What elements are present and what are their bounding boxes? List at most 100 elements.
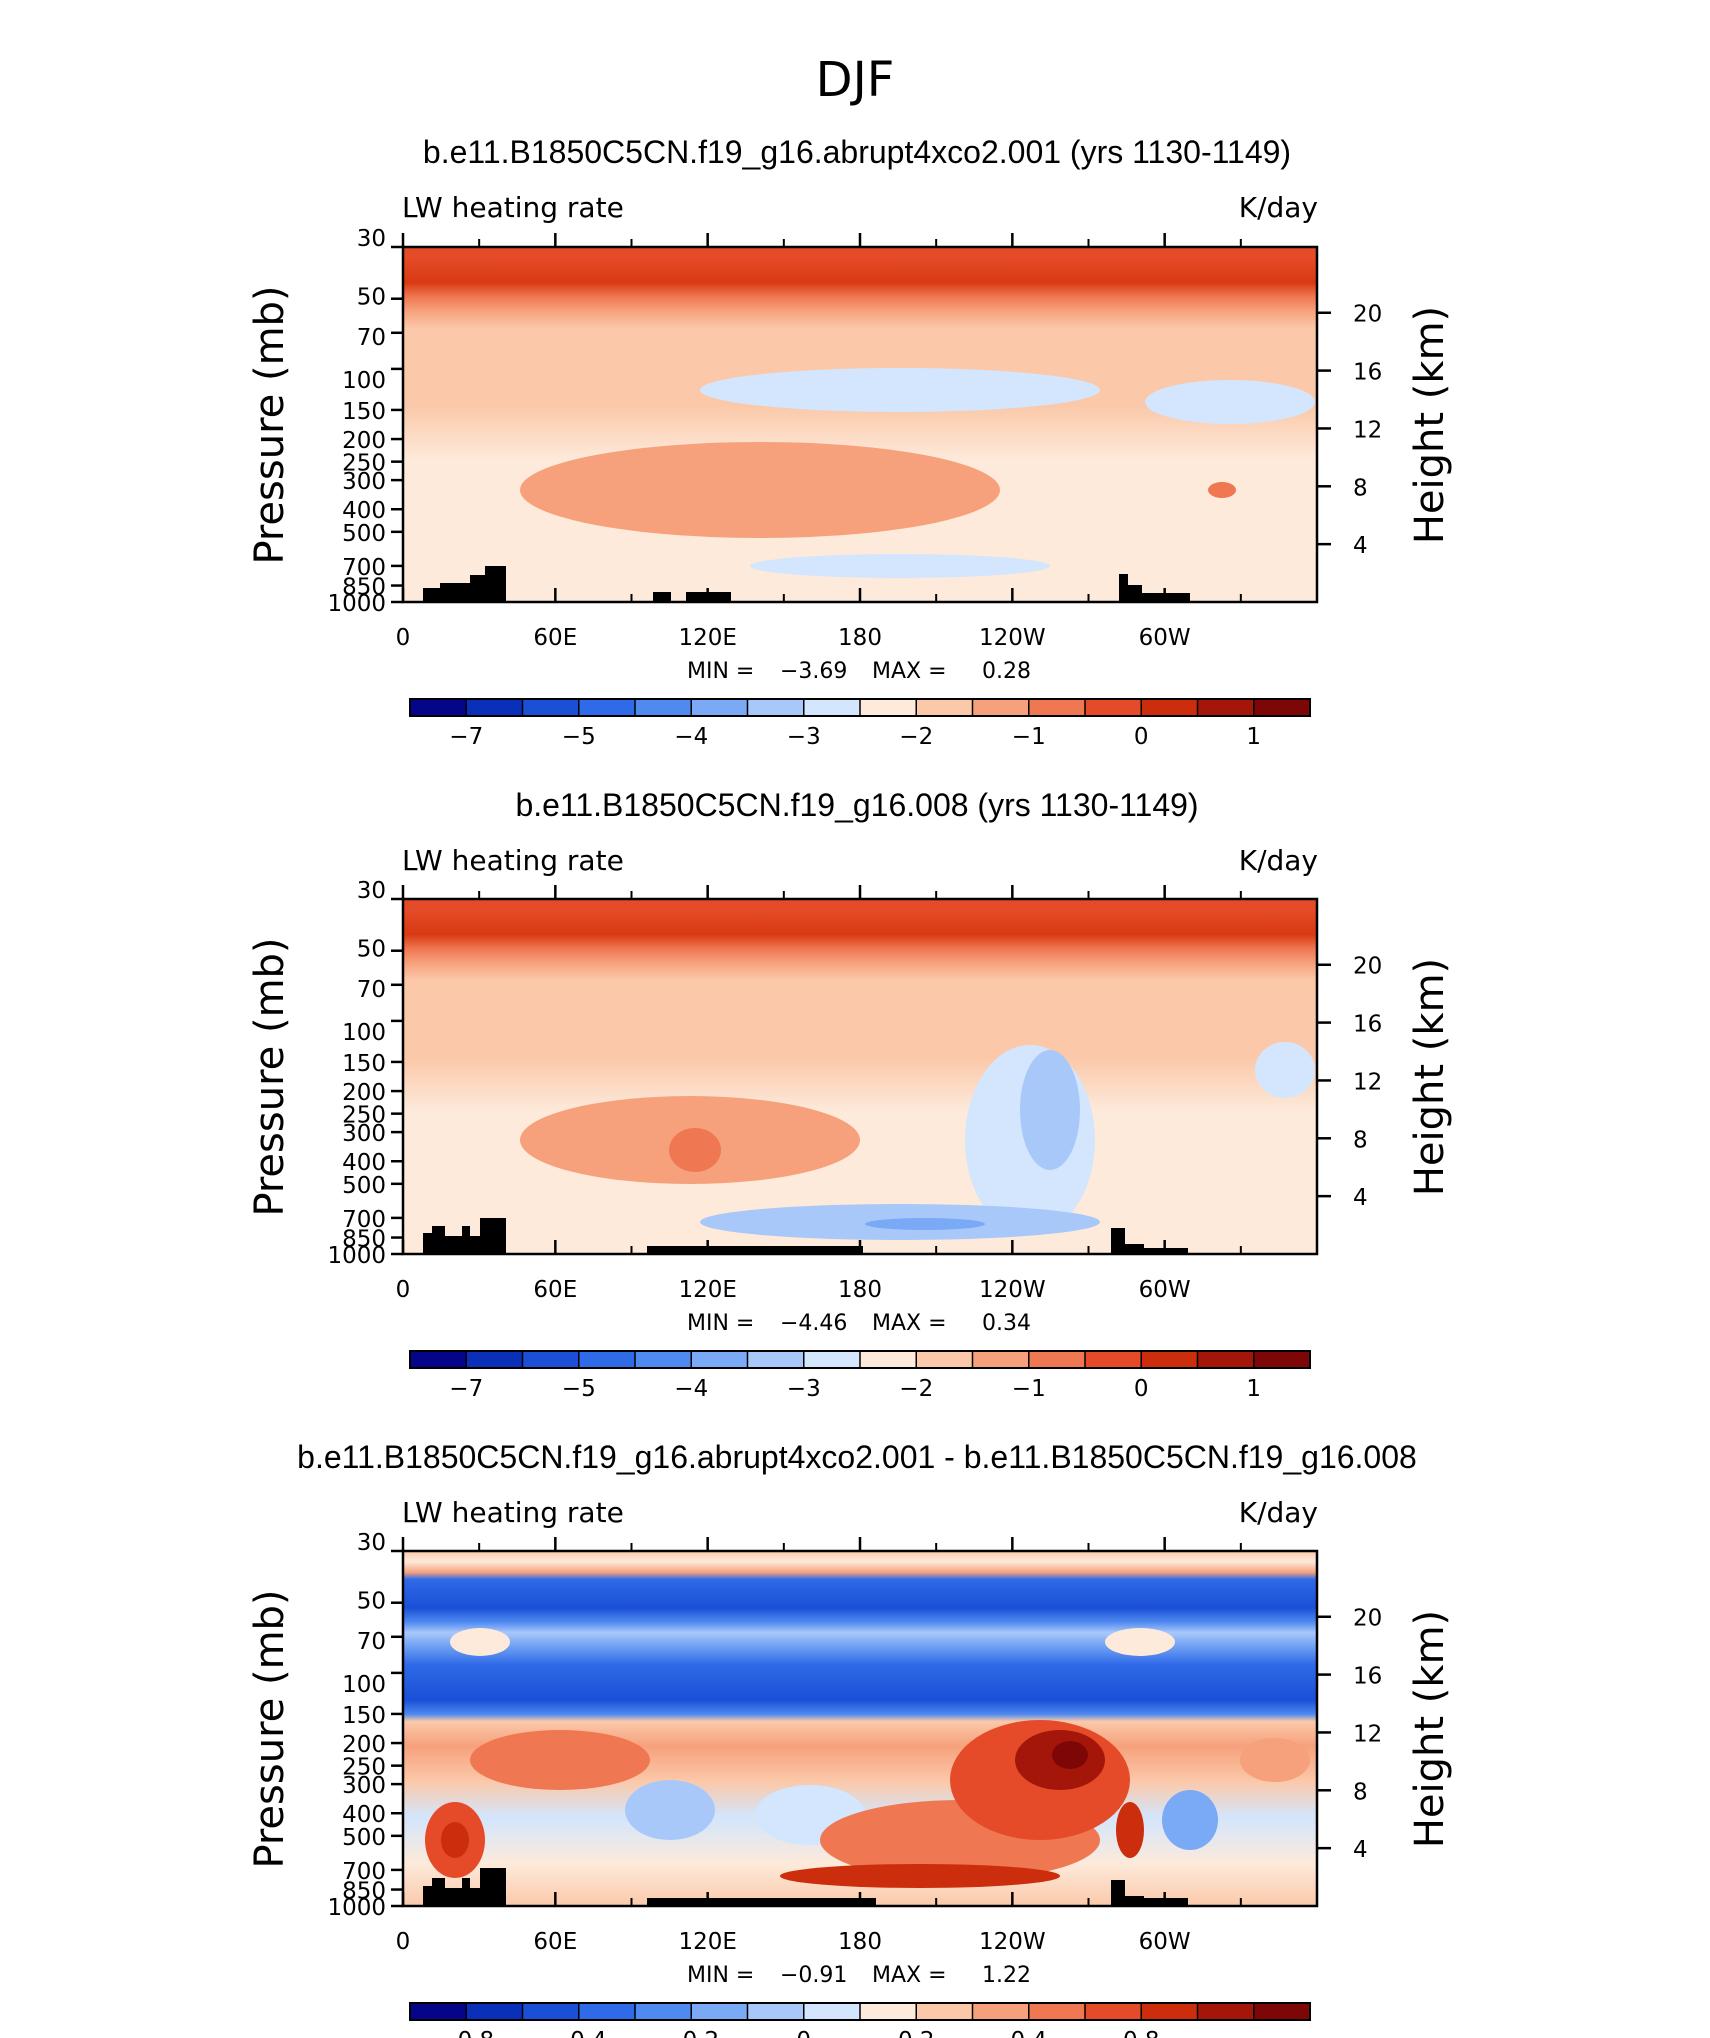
pressure-tick-label: 100 (342, 1672, 386, 1698)
colorbar-label: −1 (1012, 1376, 1046, 1402)
pressure-tick-label: 100 (342, 1020, 386, 1046)
pressure-tick-label: 700 (342, 555, 386, 581)
pressure-tick-label: 100 (342, 368, 386, 394)
pressure-tick-label: 200 (342, 428, 386, 454)
far-east-warm (1240, 1738, 1310, 1782)
colorbar-swatch (972, 2003, 1030, 2020)
pressure-tick-label: 300 (342, 469, 386, 495)
x-tick-label: 180 (838, 1277, 882, 1303)
variable-label: LW heating rate (402, 1496, 624, 1529)
colorbar-swatch (916, 2003, 973, 2020)
colorbar-swatch (747, 699, 805, 716)
west-hot-core (441, 1822, 469, 1858)
colorbar-swatch (1141, 1351, 1198, 1368)
colorbar-swatch (691, 2003, 748, 2020)
topography (423, 1868, 1188, 1906)
colorbar-swatch (522, 699, 580, 716)
colorbar-label: −7 (449, 1376, 483, 1402)
panel-control-008: b.e11.B1850C5CN.f19_g16.008 (yrs 1130-11… (247, 787, 1453, 1402)
colorbar-swatch (803, 2003, 861, 2020)
colorbar-swatch (1085, 2003, 1142, 2020)
colorbar: −7 −5 −4 −3 −2 −1 0 1 (409, 698, 1311, 750)
panel-abrupt4xco2: b.e11.B1850C5CN.f19_g16.abrupt4xco2.001 … (247, 134, 1453, 750)
colorbar-swatch (522, 2003, 580, 2020)
colorbar-label: 0.2 (898, 2028, 935, 2038)
height-tick-label: 4 (1353, 1185, 1368, 1211)
pressure-tick-label: 30 (357, 1530, 386, 1556)
colorbar-swatch (635, 1351, 692, 1368)
x-tick-label: 120E (678, 1929, 736, 1955)
colorbar-swatch (410, 699, 467, 716)
colorbar-label: 0 (796, 2028, 811, 2038)
colorbar-swatch (1141, 699, 1198, 716)
height-tick-label: 20 (1353, 954, 1382, 980)
colorbar-swatch (691, 699, 748, 716)
colorbar-swatch (1028, 2003, 1086, 2020)
x-tick-label: 120W (979, 1929, 1046, 1955)
east-max-core (1052, 1741, 1088, 1769)
colorbar-swatch (747, 1351, 805, 1368)
mid-warm-region (520, 442, 1000, 538)
colorbar-swatch (860, 1351, 917, 1368)
colorbar-label: −5 (562, 724, 596, 750)
colorbar-swatch (1253, 1351, 1311, 1368)
plot-area (401, 1549, 1319, 1908)
colorbar-swatch (1197, 2003, 1255, 2020)
colorbar: −0.8 −0.4 −0.2 0 0.2 0.4 0.8 (409, 2002, 1311, 2038)
colorbar-label: 0 (1134, 1376, 1149, 1402)
colorbar-swatch (1085, 699, 1142, 716)
pressure-tick-label: 50 (357, 1589, 386, 1615)
pressure-tick-label: 200 (342, 1080, 386, 1106)
pressure-tick-label: 400 (342, 1802, 386, 1828)
east-cool-core (1020, 1050, 1080, 1170)
y2-axis-label: Height (km) (1407, 958, 1453, 1196)
pressure-tick-label: 70 (357, 325, 386, 351)
height-tick-label: 16 (1353, 1664, 1382, 1690)
units-label: K/day (1239, 844, 1318, 877)
y2-axis-label: Height (km) (1407, 1610, 1453, 1848)
colorbar-swatch (803, 1351, 861, 1368)
pressure-tick-label: 400 (342, 1150, 386, 1176)
x-tick-label: 120W (979, 625, 1046, 651)
plot-area (401, 897, 1319, 1256)
height-tick-label: 8 (1353, 475, 1368, 501)
height-tick-label: 12 (1353, 1721, 1382, 1747)
pressure-tick-label: 30 (357, 226, 386, 252)
pressure-tick-label: 850 (342, 1227, 386, 1253)
x-tick-label: 0 (396, 1929, 411, 1955)
pressure-tick-label: 250 (342, 451, 386, 477)
pressure-tick-label: 150 (342, 1703, 386, 1729)
colorbar-swatch (747, 2003, 805, 2020)
height-tick-label: 20 (1353, 302, 1382, 328)
east-cool-3 (1162, 1790, 1218, 1850)
x-tick-label: 60E (533, 1929, 577, 1955)
height-tick-label: 8 (1353, 1127, 1368, 1153)
height-axis: 20 16 12 8 4 (1317, 954, 1382, 1211)
contour-field (403, 247, 1317, 602)
x-tick-label: 120W (979, 1277, 1046, 1303)
max-value: 0.34 (982, 1311, 1031, 1336)
east-cool-2 (1255, 1042, 1315, 1098)
height-tick-label: 4 (1353, 1837, 1368, 1863)
warm-spot (1208, 482, 1236, 498)
colorbar-swatch (860, 2003, 917, 2020)
pressure-tick-label: 150 (342, 1051, 386, 1077)
pressure-tick-label: 1000 (327, 1895, 386, 1921)
colorbar-swatch (578, 1351, 636, 1368)
pressure-tick-label: 300 (342, 1773, 386, 1799)
lower-cool-region (750, 554, 1050, 578)
variable-label: LW heating rate (402, 844, 624, 877)
colorbar-swatch (1253, 699, 1311, 716)
pressure-tick-label: 70 (357, 977, 386, 1003)
figure-title: DJF (816, 52, 895, 108)
height-tick-label: 8 (1353, 1779, 1368, 1805)
colorbar-label: −7 (449, 724, 483, 750)
x-axis: 0 60E 120E 180 120W 60W (396, 233, 1242, 651)
colorbar-label: 1 (1246, 724, 1261, 750)
colorbar-swatch (410, 2003, 467, 2020)
pressure-tick-label: 400 (342, 498, 386, 524)
colorbar-swatch (1028, 1351, 1086, 1368)
x-tick-label: 180 (838, 1929, 882, 1955)
height-tick-label: 12 (1353, 1069, 1382, 1095)
